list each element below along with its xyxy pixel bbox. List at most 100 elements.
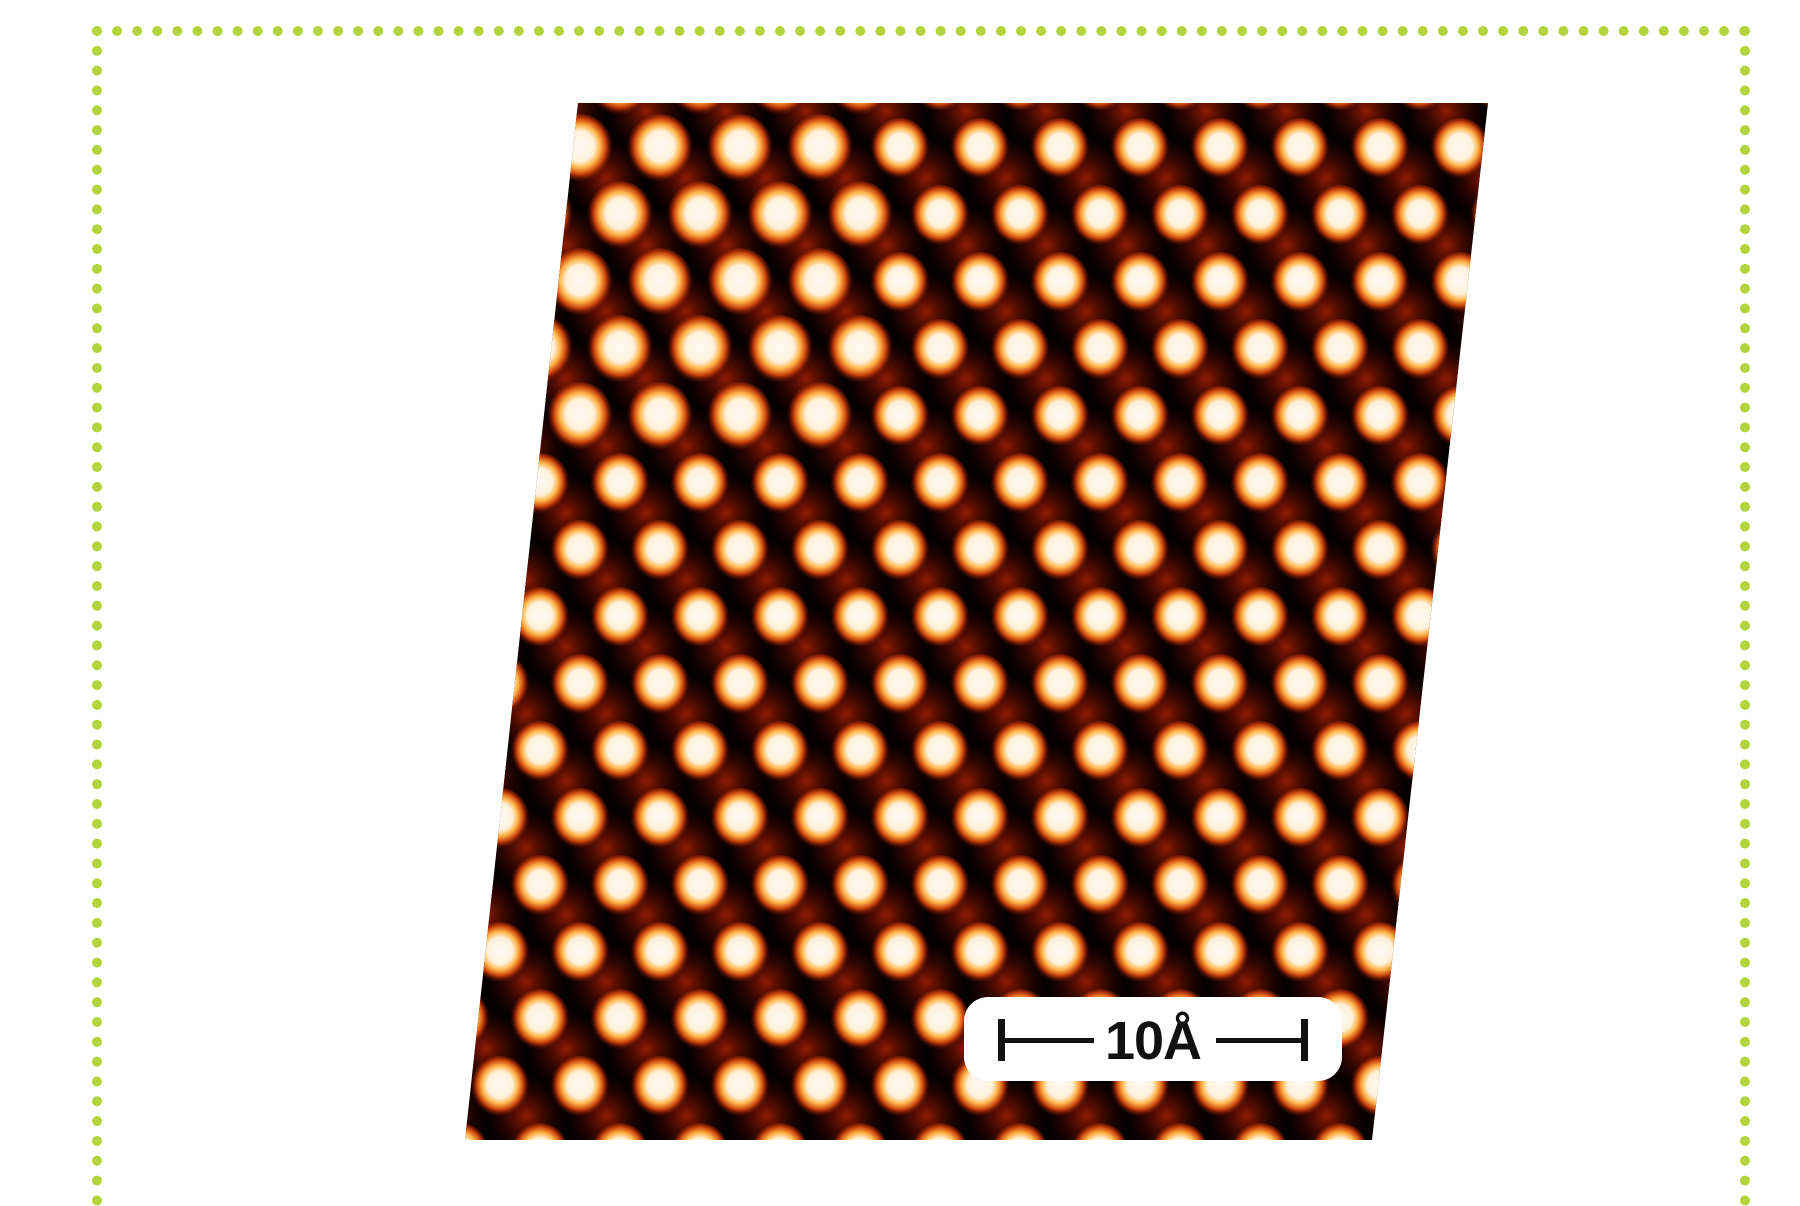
lattice-glow [1326, 1143, 1406, 1185]
lattice-atom [550, 788, 610, 852]
lattice-atom [626, 248, 694, 320]
lattice-atom [510, 989, 570, 1053]
lattice-glow [1446, 540, 1488, 620]
lattice-atom [950, 654, 1010, 718]
lattice-atom [1310, 185, 1370, 249]
lattice-atom [630, 654, 690, 718]
lattice-atom [1350, 922, 1410, 986]
lattice-glow [1366, 1076, 1446, 1140]
lattice-glow [465, 103, 526, 151]
lattice-atom [630, 922, 690, 986]
lattice-atom [506, 181, 574, 253]
lattice-atom [630, 788, 690, 852]
lattice-atom [750, 855, 810, 919]
lattice-atom [790, 922, 850, 986]
lattice-atom [666, 103, 734, 119]
scale-bar-right-line [1216, 1038, 1304, 1043]
lattice-atom [910, 989, 970, 1053]
lattice-atom [465, 989, 490, 1053]
lattice-atom [550, 654, 610, 718]
lattice-atom [465, 721, 490, 785]
lattice-atom [1150, 103, 1210, 115]
lattice-atom [1230, 185, 1290, 249]
lattice-atom [1350, 788, 1410, 852]
scale-bar-left-cap [998, 1019, 1005, 1061]
lattice-atom [790, 788, 850, 852]
lattice-glow [1006, 1143, 1086, 1185]
lattice-atom [1110, 520, 1170, 584]
lattice-atom [590, 1123, 650, 1140]
lattice-atom [706, 114, 774, 186]
lattice-atom [1390, 1123, 1450, 1140]
lattice-atom [1070, 103, 1130, 115]
lattice-atoms-layer [390, 103, 1488, 1140]
lattice-atom [750, 989, 810, 1053]
lattice-atom [1190, 788, 1250, 852]
lattice-atom [1030, 520, 1090, 584]
lattice-atom [786, 248, 854, 320]
scale-bar: 10Å [998, 1013, 1308, 1069]
scale-bar-right-cap [1301, 1019, 1308, 1061]
lattice-glow [465, 272, 486, 352]
lattice-glow [465, 138, 486, 218]
lattice-atom [910, 721, 970, 785]
lattice-atom [1030, 654, 1090, 718]
lattice-atom [990, 721, 1050, 785]
lattice-atom [1150, 721, 1210, 785]
lattice-glow [1486, 1143, 1566, 1185]
lattice-atom [870, 118, 930, 182]
lattice-glow [1446, 406, 1488, 486]
lattice-atom [830, 989, 890, 1053]
lattice-atom [506, 315, 574, 387]
lattice-atom [1150, 1123, 1210, 1140]
lattice-atom [666, 181, 734, 253]
lattice-atom [1470, 1123, 1488, 1140]
lattice-atom [465, 1123, 490, 1140]
lattice-atom [1350, 118, 1410, 182]
lattice-atom [1230, 1123, 1290, 1140]
lattice-atom [1110, 922, 1170, 986]
lattice-atom [546, 382, 614, 454]
lattice-atom [1150, 855, 1210, 919]
lattice-atom [1230, 587, 1290, 651]
lattice-atom [1470, 103, 1488, 115]
lattice-atom [1190, 252, 1250, 316]
lattice-glow [526, 1143, 606, 1185]
lattice-atom [465, 103, 494, 119]
lattice-atom [1430, 520, 1488, 584]
lattice-atom [390, 654, 450, 718]
lattice-glow [465, 205, 526, 285]
lattice-glow [1446, 942, 1488, 1022]
lattice-atom [1270, 654, 1330, 718]
lattice-atom [550, 1056, 610, 1120]
lattice-atom [626, 114, 694, 186]
lattice-atom [750, 1123, 810, 1140]
lattice-atom [710, 788, 770, 852]
lattice-atom [1310, 855, 1370, 919]
lattice-atom [1430, 654, 1488, 718]
lattice-atom [706, 382, 774, 454]
lattice-atom [1070, 319, 1130, 383]
lattice-glow [1446, 1076, 1488, 1140]
lattice-atom [750, 721, 810, 785]
lattice-atom [1470, 319, 1488, 383]
lattice-atom [1070, 185, 1130, 249]
lattice-atom [706, 248, 774, 320]
lattice-atom [910, 103, 970, 115]
lattice-atom [790, 654, 850, 718]
lattice-glow [1486, 339, 1488, 419]
lattice-atom [1470, 185, 1488, 249]
lattice-atom [586, 315, 654, 387]
lattice-atom [506, 103, 574, 119]
lattice-atom [990, 587, 1050, 651]
lattice-atom [1470, 989, 1488, 1053]
lattice-atom [586, 103, 654, 119]
lattice-atom [830, 587, 890, 651]
lattice-atom [990, 319, 1050, 383]
lattice-glow [465, 942, 486, 1022]
lattice-atom [470, 1056, 530, 1120]
lattice-atom [1230, 721, 1290, 785]
lattice-atom [1310, 103, 1370, 115]
lattice-glow [1406, 1009, 1486, 1089]
lattice-atom [746, 315, 814, 387]
